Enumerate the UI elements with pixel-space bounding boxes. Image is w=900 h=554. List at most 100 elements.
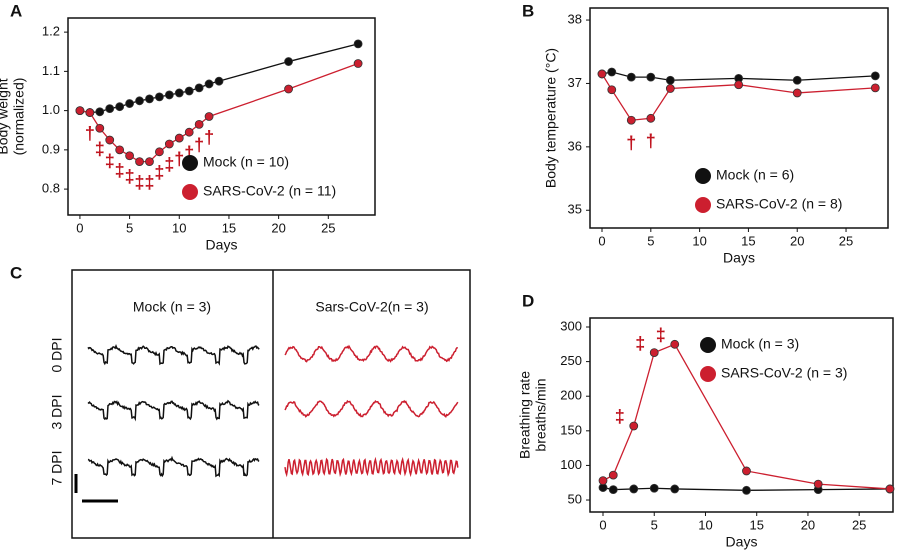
data-point [75, 106, 85, 116]
data-point [626, 115, 636, 125]
data-point [105, 104, 115, 114]
data-point [597, 69, 607, 79]
data-point [155, 147, 164, 157]
data-point [194, 83, 204, 93]
annotation: † [194, 135, 204, 155]
data-point [608, 485, 618, 495]
legend-marker [182, 155, 198, 171]
legend-marker [695, 168, 711, 184]
data-point [734, 80, 744, 90]
annotation: ‡ [144, 172, 154, 192]
y-tick-label: 38 [568, 11, 582, 26]
data-point [164, 90, 174, 100]
y-tick-label: 37 [568, 75, 582, 90]
data-point [670, 339, 680, 349]
y-tick-label: 100 [560, 457, 582, 472]
data-point [125, 99, 134, 108]
data-point [115, 102, 125, 112]
y-tick-label: 1.0 [42, 102, 60, 117]
x-axis-label: Days [726, 534, 758, 550]
data-point [649, 348, 659, 358]
column-title: Sars-CoV-2(n = 3) [315, 299, 428, 315]
x-tick-label: 5 [651, 517, 658, 532]
panel-label: B [522, 1, 534, 20]
annotation: ‡ [105, 151, 115, 171]
series-line [79, 62, 359, 163]
data-point [194, 119, 204, 129]
data-point [608, 470, 618, 480]
y-tick-label: 0.8 [42, 181, 60, 196]
y-tick-label: 150 [560, 422, 582, 437]
annotation: ‡ [135, 172, 145, 192]
x-tick-label: 10 [692, 233, 706, 248]
x-tick-label: 20 [801, 517, 815, 532]
trace-frame [71, 269, 471, 539]
data-point [184, 86, 194, 96]
traces [87, 344, 459, 478]
y-tick-label: 50 [568, 491, 582, 506]
column-title: Mock (n = 3) [133, 299, 211, 315]
x-axis-label: Days [723, 250, 755, 266]
data-point [742, 485, 751, 495]
legend-label: Mock (n = 3) [721, 336, 799, 352]
annotation: ‡ [125, 166, 135, 186]
y-tick-label: 1.1 [42, 63, 60, 78]
annotation: ‡ [95, 139, 105, 159]
row-label: 7 DPI [49, 450, 65, 485]
x-tick-label: 20 [271, 220, 285, 235]
x-tick-label: 25 [321, 220, 335, 235]
data-point [598, 476, 608, 486]
data-point [125, 151, 134, 161]
legend-label: SARS-CoV-2 (n = 11) [203, 183, 336, 199]
plot-frame [67, 17, 376, 216]
annotation: † [204, 127, 214, 147]
x-tick-label: 0 [598, 233, 605, 248]
x-axis-label: Days [206, 237, 238, 253]
annotation: ‡ [164, 155, 174, 175]
y-axis-label: breaths/min [533, 378, 549, 451]
data-point [145, 157, 154, 167]
annotation: ‡ [635, 333, 645, 353]
y-tick-label: 1.2 [42, 24, 60, 39]
y-axis-label: Body weight [0, 78, 11, 154]
annotation: † [184, 143, 194, 163]
data-point [813, 479, 823, 489]
legend-marker [182, 184, 198, 200]
legend-marker [700, 337, 716, 353]
data-point [204, 79, 214, 89]
y-axis-label: Breathing rate [517, 371, 533, 459]
data-point [629, 421, 639, 431]
trace [284, 399, 459, 418]
panel-label: A [10, 1, 22, 20]
series-line [601, 73, 876, 121]
x-tick-label: 20 [790, 233, 804, 248]
data-point [646, 72, 656, 82]
trace [87, 399, 260, 422]
x-tick-label: 0 [599, 517, 606, 532]
data-point [95, 123, 105, 133]
plot-frame [589, 7, 889, 229]
data-point [184, 127, 194, 137]
y-axis-label: Body temperature (°C) [543, 48, 559, 188]
plot-frame [589, 317, 894, 513]
legend-marker [700, 366, 716, 382]
row-label: 3 DPI [49, 394, 65, 429]
data-point [742, 466, 751, 476]
legend-label: Mock (n = 6) [716, 167, 794, 183]
data-point [649, 483, 659, 493]
y-tick-label: 0.9 [42, 141, 60, 156]
data-point [607, 67, 617, 77]
data-point [665, 84, 675, 93]
data-point [135, 157, 144, 167]
data-point [214, 76, 224, 86]
x-tick-label: 25 [839, 233, 853, 248]
data-point [95, 107, 105, 117]
panel-label: C [10, 263, 22, 282]
data-point [353, 39, 363, 49]
data-point [353, 59, 363, 68]
data-point [870, 83, 880, 93]
data-point [870, 71, 880, 81]
annotation: ‡ [154, 163, 164, 183]
annotation: ‡ [115, 161, 125, 181]
